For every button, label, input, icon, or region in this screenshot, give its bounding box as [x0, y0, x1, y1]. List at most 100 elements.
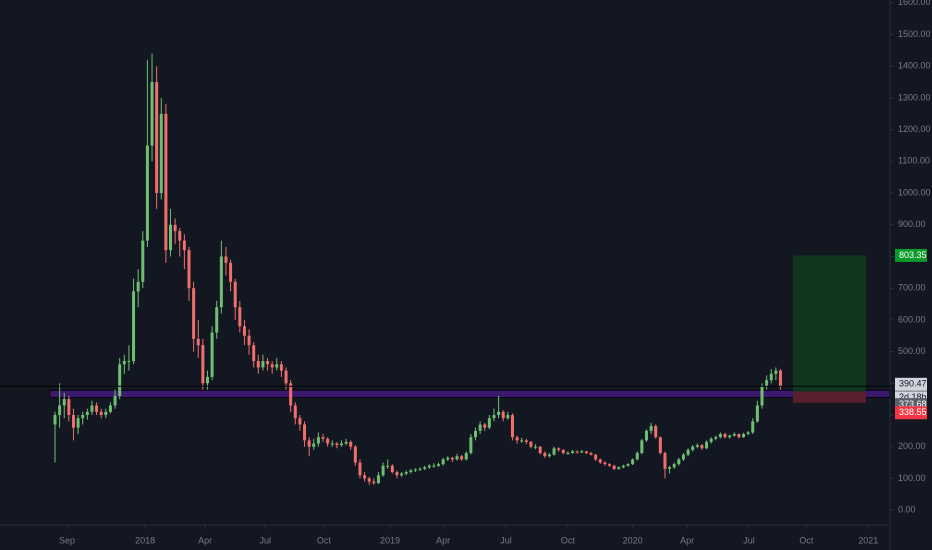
candle-body	[316, 437, 320, 444]
candle-body	[62, 399, 66, 406]
candle-body	[437, 464, 441, 466]
candle-body	[122, 361, 126, 365]
x-tick-label: Sep	[59, 535, 75, 545]
target-label: 803.35	[899, 250, 927, 260]
candle-body	[95, 405, 99, 412]
y-tick-label: 500.00	[898, 346, 926, 356]
candle-body	[219, 256, 223, 308]
candle-body	[571, 451, 575, 454]
candle-body	[275, 364, 279, 368]
candle-body	[187, 250, 191, 289]
candle-body	[538, 446, 542, 454]
candle-body	[344, 441, 348, 444]
candle-body	[67, 399, 71, 415]
candle-body	[279, 364, 283, 371]
candle-body	[566, 453, 570, 455]
candle-body	[409, 470, 413, 473]
candle-body	[159, 113, 163, 194]
candle-body	[760, 386, 764, 406]
candle-body	[238, 307, 242, 327]
candle-body	[395, 472, 399, 476]
candle-body	[561, 449, 565, 454]
y-tick-label: 1600.00	[898, 0, 931, 7]
candle-body	[118, 364, 122, 396]
candle-body	[192, 288, 196, 339]
last-price-label: 390.47	[899, 379, 927, 389]
candle-body	[765, 380, 769, 387]
candle-body	[686, 449, 690, 455]
y-tick-label: 1000.00	[898, 187, 931, 197]
candle-body	[104, 411, 108, 415]
candle-body	[612, 465, 616, 469]
candle-body	[658, 437, 662, 454]
candle-body	[751, 421, 755, 433]
candle-body	[705, 441, 709, 449]
candle-body	[575, 451, 579, 453]
y-tick-label: 1300.00	[898, 92, 931, 102]
candle-body	[270, 364, 274, 368]
candle-body	[307, 440, 311, 447]
candle-body	[718, 434, 722, 438]
candle-body	[755, 405, 759, 422]
countdown: 2d 18h	[899, 392, 927, 402]
y-tick-label: 600.00	[898, 314, 926, 324]
candle-body	[381, 465, 385, 476]
candle-body	[778, 370, 782, 387]
candle-body	[205, 376, 209, 384]
candle-body	[460, 456, 464, 460]
candle-body	[654, 426, 658, 438]
candle-body	[746, 432, 750, 435]
candle-body	[552, 448, 556, 455]
candle-body	[672, 464, 676, 468]
candle-body	[372, 481, 376, 484]
candle-body	[404, 472, 408, 474]
candle-body	[293, 405, 297, 419]
candle-body	[266, 361, 270, 365]
candle-body	[441, 459, 445, 465]
candle-body	[284, 370, 288, 384]
candle-body	[603, 462, 607, 465]
candle-body	[90, 405, 94, 412]
candle-body	[127, 361, 131, 363]
candle-body	[215, 307, 219, 333]
candle-body	[742, 434, 746, 438]
candle-body	[418, 468, 422, 470]
profit-zone	[792, 255, 866, 392]
candle-body	[58, 405, 62, 415]
candle-body	[81, 414, 85, 419]
candle-body	[487, 418, 491, 428]
x-tick-label: Jul	[743, 535, 755, 545]
candle-body	[709, 438, 713, 442]
candle-body	[524, 440, 528, 442]
candle-body	[390, 465, 394, 473]
plot-area	[0, 53, 890, 485]
candle-body	[626, 464, 630, 466]
candle-body	[769, 373, 773, 381]
candle-body	[515, 437, 519, 441]
candle-body	[557, 448, 561, 450]
candle-body	[178, 231, 182, 241]
candle-body	[547, 454, 551, 457]
candle-body	[386, 465, 390, 467]
x-tick-label: 2020	[623, 535, 643, 545]
x-tick-label: Jul	[500, 535, 512, 545]
y-tick-label: 1200.00	[898, 124, 931, 134]
y-tick-label: 0.00	[898, 504, 916, 514]
entry-label: 373.68	[899, 399, 927, 409]
candle-body	[506, 414, 510, 419]
candle-body	[681, 454, 685, 460]
candle-body	[210, 332, 214, 377]
candle-body	[631, 459, 635, 465]
x-tick-label: Jul	[259, 535, 271, 545]
candle-body	[339, 443, 343, 446]
candle-body	[182, 240, 186, 251]
candle-body	[335, 443, 339, 446]
candle-body	[353, 446, 357, 463]
candle-body	[99, 411, 103, 415]
candle-body	[141, 240, 145, 282]
x-tick-label: Oct	[317, 535, 332, 545]
y-tick-label: 1100.00	[898, 156, 930, 166]
